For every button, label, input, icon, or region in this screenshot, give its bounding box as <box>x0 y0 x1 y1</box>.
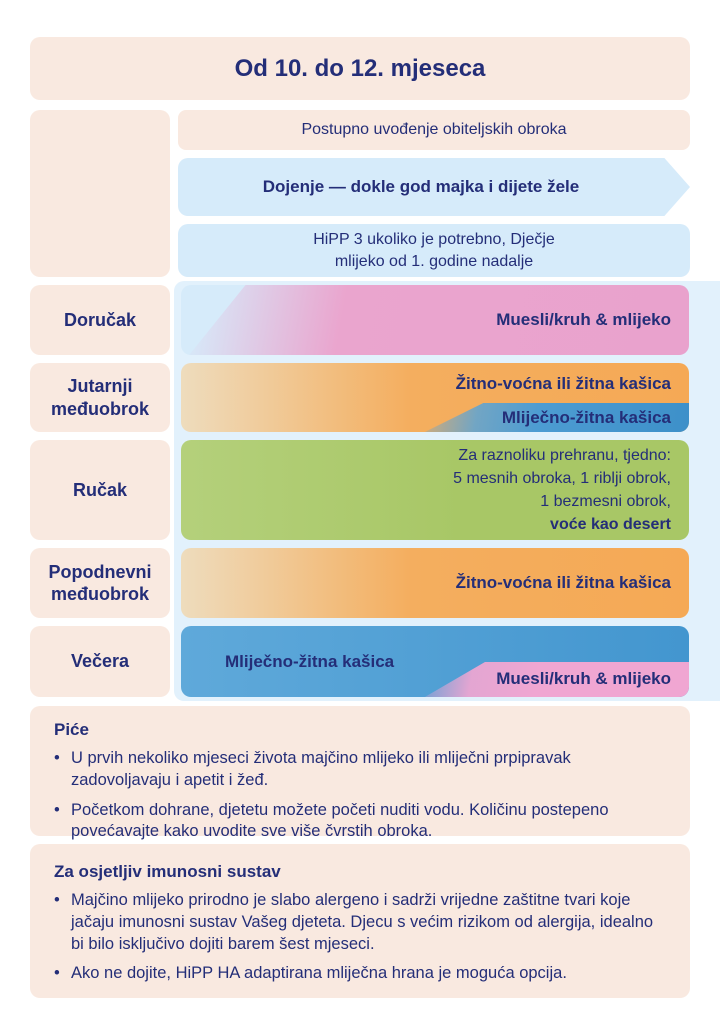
row-bar-jutarnji: Žitno-voćna ili žitna kašica Mliječno-ži… <box>181 363 689 432</box>
row-label-dorucak-text: Doručak <box>63 309 137 330</box>
bullet-glyph: • <box>54 749 60 767</box>
jutarnji-cereal-label: Žitno-voćna ili žitna kašica <box>455 374 671 393</box>
rucak-line3: 1 bezmesni obrok, <box>540 493 671 510</box>
row-label-jutarnji: Jutarnji međuobrok <box>30 363 170 432</box>
popodnevni-cereal-label: Žitno-voćna ili žitna kašica <box>455 573 671 592</box>
row-label-vecera: Večera <box>30 626 170 697</box>
row-label-rucak-text: Ručak <box>72 479 128 500</box>
note-block-immune: Za osjetljiv imunosni sustav • Majčino m… <box>30 844 690 998</box>
note-pice-bullet-2-text: Početkom dohrane, djetetu možete početi … <box>71 800 609 841</box>
jutarnji-milk-cereal-band: Mliječno-žitna kašica <box>424 403 689 432</box>
vecera-muesli-label: Muesli/kruh & mlijeko <box>496 669 671 689</box>
note-pice-bullet-1: • U prvih nekoliko mjeseci života majčin… <box>54 748 666 792</box>
bar-breastfeeding-label: Dojenje — dokle god majka i dijete žele <box>262 177 580 196</box>
bar-breastfeeding-arrow: Dojenje — dokle god majka i dijete žele <box>178 158 690 216</box>
note-immune-bullet-1-text: Majčino mlijeko prirodno je slabo alerge… <box>71 891 654 953</box>
vecera-milk-cereal-label: Mliječno-žitna kašica <box>225 651 395 671</box>
note-immune-bullet-2: • Ako ne dojite, HiPP HA adaptirana mlij… <box>54 963 666 985</box>
bar-hipp3-line2: mlijeko od 1. godine nadalje <box>334 252 534 270</box>
rucak-line2: 5 mesnih obroka, 1 riblji obrok, <box>453 470 671 487</box>
note-immune-bullet-2-text: Ako ne dojite, HiPP HA adaptirana mliječ… <box>71 964 567 983</box>
row-label-popodnevni-text: Popodnevni međuobrok <box>48 561 152 605</box>
note-immune-heading: Za osjetljiv imunosni sustav <box>54 862 281 881</box>
row-label-vecera-text: Večera <box>70 651 130 672</box>
dorucak-muesli-label: Muesli/kruh & mlijeko <box>496 310 671 329</box>
row-label-rucak: Ručak <box>30 440 170 540</box>
rucak-line4: voće kao desert <box>550 516 671 533</box>
row-label-dorucak: Doručak <box>30 285 170 355</box>
rucak-line1: Za raznoliku prehranu, tjedno: <box>458 447 671 464</box>
row-bar-dorucak: Muesli/kruh & mlijeko <box>181 285 689 355</box>
left-spacer-block <box>30 110 170 277</box>
bar-hipp3-line1: HiPP 3 ukoliko je potrebno, Dječje <box>313 230 555 248</box>
bullet-glyph: • <box>54 964 60 983</box>
note-pice-heading: Piće <box>54 720 89 739</box>
jutarnji-milk-cereal-label: Mliječno-žitna kašica <box>501 407 671 427</box>
row-label-popodnevni: Popodnevni međuobrok <box>30 548 170 618</box>
row-label-jutarnji-text: Jutarnji međuobrok <box>50 376 149 419</box>
row-bar-rucak: Za raznoliku prehranu, tjedno: 5 mesnih … <box>181 440 689 540</box>
note-block-pice: Piće • U prvih nekoliko mjeseci života m… <box>30 706 690 840</box>
note-pice-bullet-1-text: U prvih nekoliko mjeseci života majčino … <box>71 749 571 789</box>
bar-hipp3-milk: HiPP 3 ukoliko je potrebno, Dječje mlije… <box>178 224 690 277</box>
bullet-glyph: • <box>54 800 60 819</box>
bar-family-meals-label: Postupno uvođenje obiteljskih obroka <box>301 121 567 138</box>
page-title-block: Od 10. do 12. mjeseca <box>30 37 690 100</box>
page-title: Od 10. do 12. mjeseca <box>234 54 486 82</box>
row-bar-vecera: Mliječno-žitna kašica Muesli/kruh & mlij… <box>181 626 689 697</box>
bar-family-meals: Postupno uvođenje obiteljskih obroka <box>178 110 690 150</box>
note-pice-bullet-2: • Početkom dohrane, djetetu možete počet… <box>54 800 666 844</box>
row-bar-popodnevni: Žitno-voćna ili žitna kašica <box>181 548 689 618</box>
dorucak-muesli-wedge: Muesli/kruh & mlijeko <box>189 285 689 355</box>
bullet-glyph: • <box>54 891 60 909</box>
note-immune-bullet-1: • Majčino mlijeko prirodno je slabo aler… <box>54 890 666 955</box>
